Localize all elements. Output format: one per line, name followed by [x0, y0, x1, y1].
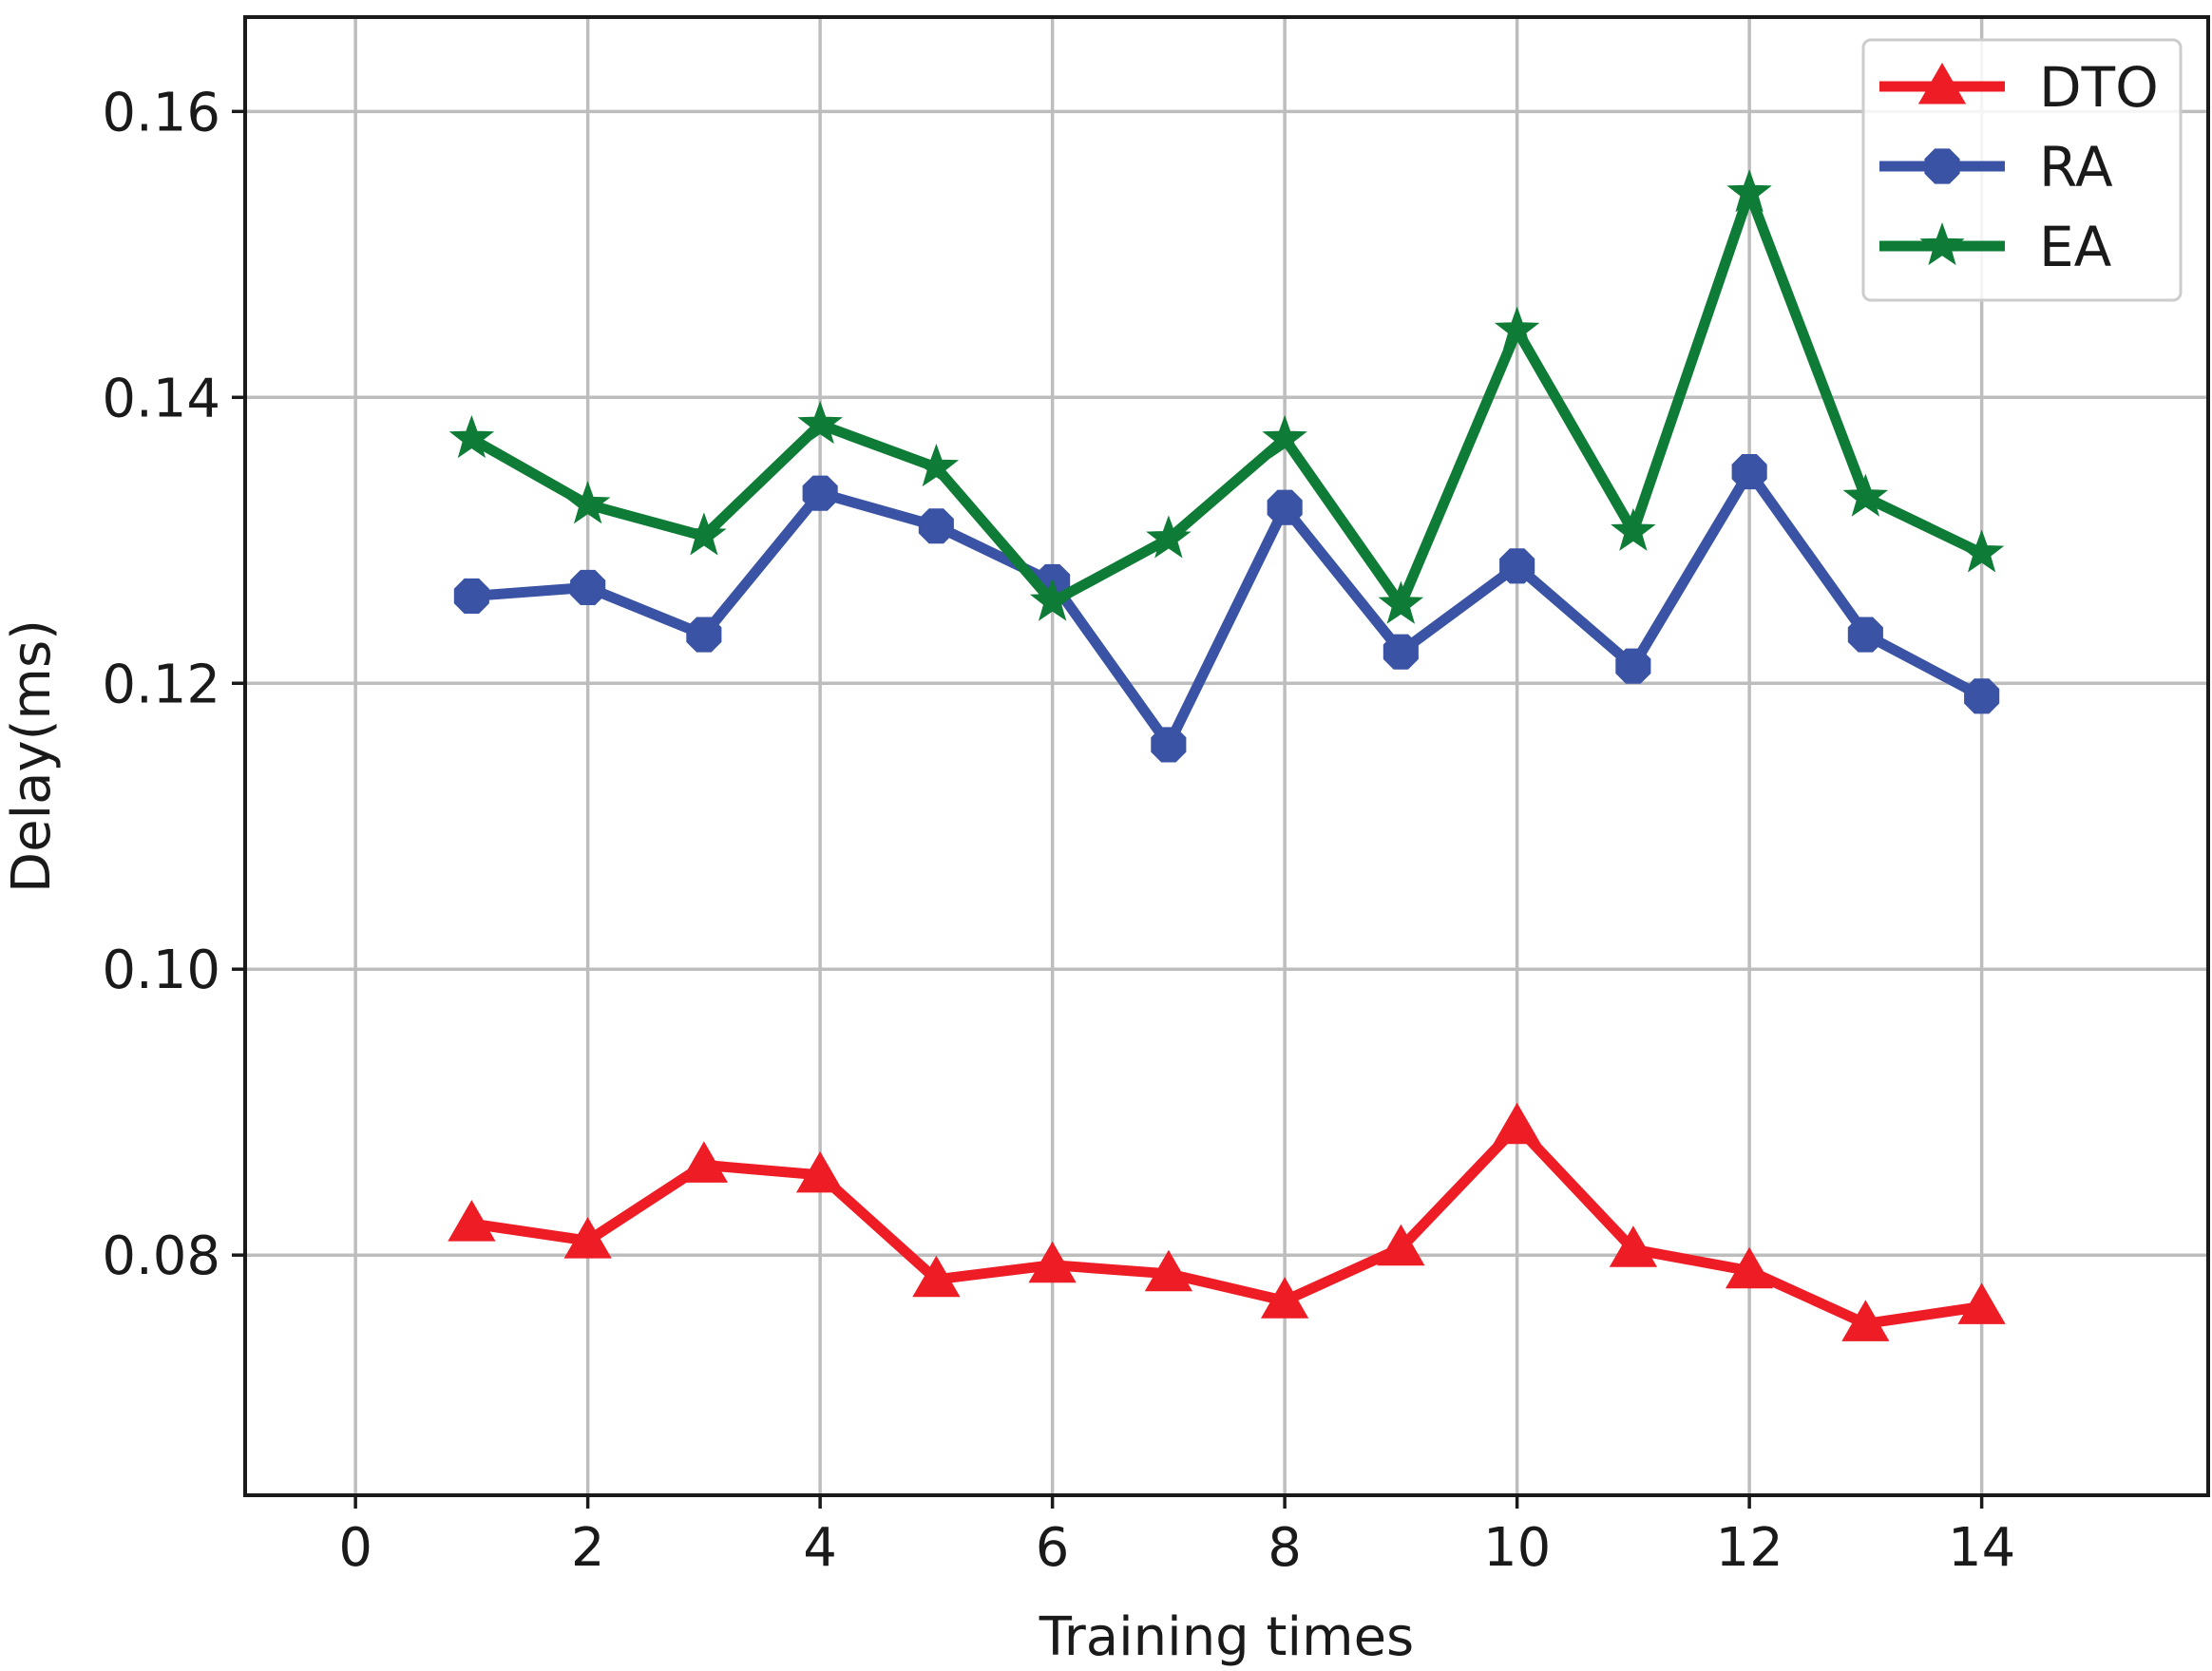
data-point [1260, 1277, 1309, 1319]
legend-item-ea: EA [1879, 215, 2112, 279]
data-point [570, 569, 606, 605]
data-point [1377, 1224, 1425, 1266]
y-tick-label: 0.14 [102, 368, 220, 429]
data-point [1382, 634, 1419, 670]
y-tick-label: 0.12 [102, 654, 220, 715]
data-point [1731, 454, 1767, 490]
data-point [563, 1217, 612, 1259]
data-point [1493, 1102, 1541, 1145]
data-point [1964, 678, 2000, 714]
x-tick-label: 4 [803, 1517, 837, 1579]
legend-marker [1924, 148, 1960, 184]
legend: DTO RA EA [1861, 38, 2183, 302]
legend-marker [1919, 222, 1965, 266]
data-point [802, 475, 838, 511]
legend-item-ra: RA [1879, 135, 2113, 199]
x-axis-label: Training times [1039, 1606, 1414, 1668]
data-point [1609, 1225, 1658, 1267]
series-ra [453, 454, 2000, 763]
data-point [913, 444, 960, 487]
data-point [795, 1150, 845, 1193]
plot-frame [243, 15, 2210, 1497]
data-point [1615, 648, 1651, 684]
x-tick-label: 2 [571, 1517, 605, 1579]
legend-label: EA [2039, 215, 2112, 279]
y-tick-label: 0.16 [102, 82, 220, 143]
x-tick-label: 8 [1268, 1517, 1302, 1579]
data-point [1146, 515, 1192, 559]
data-point [1151, 727, 1187, 763]
legend-label: DTO [2039, 55, 2159, 120]
x-tick-label: 12 [1715, 1517, 1783, 1579]
data-point [1725, 1246, 1774, 1289]
series-ea [448, 169, 2005, 624]
data-point [1958, 529, 2005, 573]
y-axis-ticks: 0.08 0.10 0.12 0.14 0.16 [102, 82, 245, 1287]
data-point [448, 1200, 496, 1242]
data-point [564, 481, 611, 524]
data-point [448, 414, 495, 459]
data-point [1841, 1300, 1890, 1341]
data-point [686, 617, 722, 653]
legend-item-dto: DTO [1879, 55, 2159, 120]
data-point [1842, 473, 1889, 517]
data-point [1611, 507, 1656, 551]
data-point [918, 508, 954, 544]
data-point [1028, 1241, 1077, 1283]
y-tick-label: 0.10 [102, 940, 220, 1001]
series-line-ea [468, 187, 1984, 610]
y-tick-label: 0.08 [102, 1225, 220, 1287]
series-line-dto [470, 1121, 1983, 1329]
data-point [681, 512, 727, 556]
data-point [797, 400, 843, 445]
data-point [1499, 548, 1535, 584]
data-point [1029, 578, 1076, 621]
data-point [1726, 169, 1772, 213]
series-dto [448, 1102, 2006, 1341]
data-point [1144, 1249, 1193, 1292]
data-point [1957, 1282, 2006, 1324]
y-axis-label: Delay(ms) [1, 619, 63, 893]
data-point [1378, 580, 1424, 624]
series-line-ra [470, 466, 1985, 750]
data-point [1267, 489, 1303, 525]
x-tick-label: 10 [1483, 1517, 1551, 1579]
data-point [1262, 414, 1307, 459]
x-tick-label: 6 [1036, 1517, 1070, 1579]
x-tick-label: 14 [1948, 1517, 2015, 1579]
data-point [1494, 306, 1540, 350]
legend-marker [1917, 63, 1967, 104]
series-layer [448, 169, 2006, 1341]
x-axis-ticks: 0 2 4 6 8 10 12 14 [338, 1495, 2015, 1579]
data-point [453, 578, 489, 614]
x-tick-label: 0 [338, 1517, 372, 1579]
data-point [1847, 617, 1883, 653]
data-point [912, 1255, 961, 1298]
data-point [679, 1141, 729, 1183]
legend-label: RA [2039, 135, 2113, 199]
